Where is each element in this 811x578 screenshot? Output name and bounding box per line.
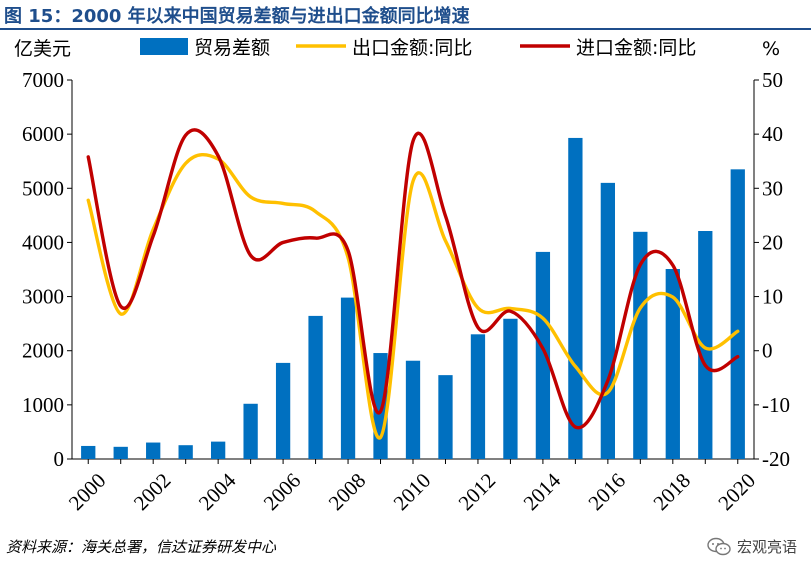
left-tick-label: 0 (54, 447, 65, 471)
x-tick-label: 2010 (389, 468, 436, 515)
bar (633, 231, 648, 459)
right-tick-label: -10 (762, 393, 790, 417)
bar (81, 445, 96, 459)
x-tick-label: 2006 (259, 468, 306, 515)
x-tick-label: 2020 (713, 468, 760, 515)
legend-swatch (140, 38, 188, 55)
left-tick-label: 5000 (22, 176, 64, 200)
bar (243, 403, 258, 459)
x-tick-label: 2014 (519, 468, 566, 515)
bar (730, 169, 745, 460)
bar (438, 375, 453, 459)
title-underline (0, 28, 811, 30)
line-series-path (86, 128, 740, 430)
figure-title: 图 15：2000 年以来中国贸易差额与进出口金额同比增速 (4, 6, 470, 27)
bar (405, 360, 421, 459)
bar (308, 315, 323, 459)
bar (146, 442, 161, 459)
right-tick-label: 20 (762, 230, 783, 254)
wechat-icon (707, 537, 731, 555)
legend-label: 进口金额:同比 (576, 37, 696, 59)
right-tick-label: -20 (762, 447, 790, 471)
bar (665, 269, 680, 459)
left-tick-label: 4000 (22, 230, 64, 254)
bar (470, 334, 486, 459)
legend-label: 出口金额:同比 (352, 37, 472, 59)
trade-balance-chart: 0 1000 2000 3000 4000 5000 6000 7000 -20 -10 0 10 20… (14, 37, 790, 515)
bar (210, 441, 226, 459)
bar (600, 182, 616, 459)
left-tick-label: 7000 (22, 68, 64, 92)
x-tick-label: 2008 (324, 468, 371, 515)
right-tick-label: 0 (762, 339, 773, 363)
chart-legend: 贸易差额 出口金额:同比 进口金额:同比 (140, 37, 696, 59)
watermark-text: 宏观亮语 (736, 538, 797, 556)
bar (113, 446, 128, 459)
legend-label: 贸易差额 (194, 37, 270, 59)
x-tick-label: 2004 (194, 468, 241, 515)
left-tick-label: 2000 (22, 339, 64, 363)
watermark: 宏观亮语 (707, 536, 797, 557)
bar (698, 231, 713, 459)
left-tick-label: 6000 (22, 122, 64, 146)
right-axis-unit: % (762, 38, 780, 60)
bar (275, 362, 291, 459)
right-tick-label: 50 (762, 68, 783, 92)
bar (340, 297, 356, 459)
left-tick-label: 1000 (22, 393, 64, 417)
bar (568, 137, 583, 459)
x-tick-label: 2012 (454, 468, 501, 515)
x-tick-label: 2018 (648, 468, 695, 515)
right-tick-label: 10 (762, 285, 783, 309)
line-series-path (86, 153, 740, 440)
bar (535, 251, 551, 459)
left-axis-unit: 亿美元 (14, 38, 71, 60)
left-tick-label: 3000 (22, 285, 64, 309)
x-tick-label: 2000 (64, 468, 111, 515)
right-tick-label: 30 (762, 176, 783, 200)
source-note: 资料来源：海关总署，信达证券研发中心 (6, 538, 277, 556)
right-tick-label: 40 (762, 122, 783, 146)
x-tick-label: 2002 (129, 468, 176, 515)
line-series (86, 128, 740, 440)
bar (178, 445, 193, 459)
bar (503, 318, 518, 459)
x-tick-label: 2016 (583, 468, 630, 515)
